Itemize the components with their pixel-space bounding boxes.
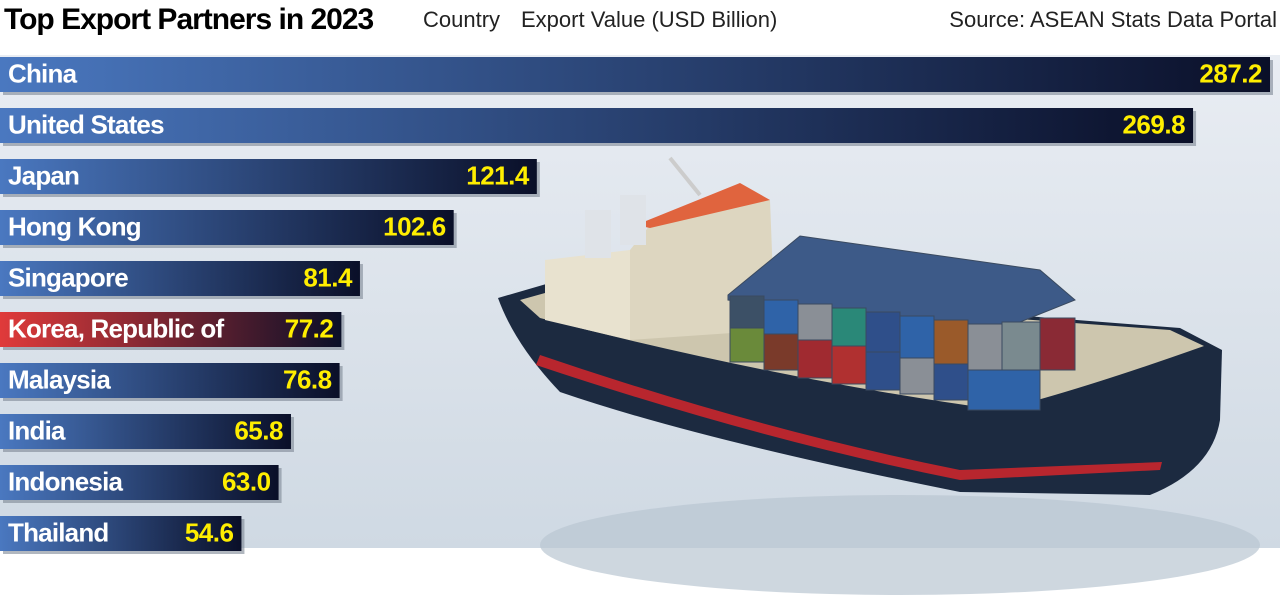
- bar: [0, 516, 242, 551]
- value-label: 76.8: [283, 364, 332, 394]
- category-header: Country: [423, 7, 500, 32]
- value-label: 121.4: [466, 160, 530, 190]
- category-label: India: [8, 415, 66, 445]
- bar: [0, 414, 291, 449]
- category-label: Indonesia: [8, 466, 123, 496]
- bar: [0, 57, 1270, 92]
- category-label: Japan: [8, 160, 79, 190]
- bar: [0, 465, 279, 500]
- category-label: Korea, Republic of: [8, 313, 224, 343]
- category-label: Singapore: [8, 262, 128, 292]
- category-label: Malaysia: [8, 364, 111, 394]
- bar: [0, 210, 454, 245]
- value-label: 63.0: [222, 466, 271, 496]
- value-header: Export Value (USD Billion): [521, 7, 777, 32]
- bar: [0, 159, 537, 194]
- value-label: 102.6: [383, 211, 446, 241]
- ship-illustration: [498, 156, 1260, 595]
- value-label: 77.2: [285, 313, 334, 343]
- value-label: 287.2: [1199, 58, 1262, 88]
- bar: [0, 363, 340, 398]
- value-label: 81.4: [303, 262, 353, 292]
- value-label: 65.8: [234, 415, 283, 445]
- bar: [0, 108, 1194, 143]
- source: Source: ASEAN Stats Data Portal: [949, 7, 1277, 32]
- bar: [0, 261, 360, 296]
- category-label: Hong Kong: [8, 211, 141, 241]
- value-label: 54.6: [185, 517, 234, 547]
- category-label: United States: [8, 109, 164, 139]
- bar: [0, 312, 342, 347]
- category-label: China: [8, 58, 78, 88]
- chart-title: Top Export Partners in 2023: [4, 3, 374, 36]
- category-label: Thailand: [8, 517, 109, 547]
- value-label: 269.8: [1122, 109, 1185, 139]
